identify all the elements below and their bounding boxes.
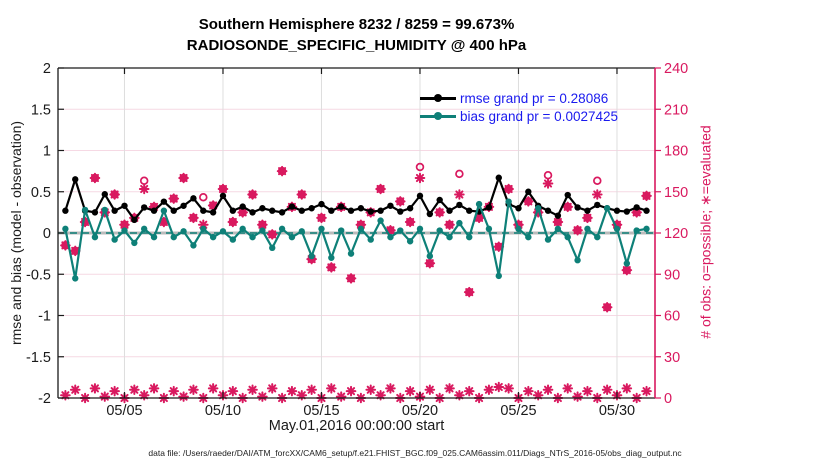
svg-text:-1.5: -1.5 xyxy=(26,350,51,366)
svg-text:120: 120 xyxy=(664,226,688,242)
svg-text:0: 0 xyxy=(664,391,672,407)
svg-text:1: 1 xyxy=(43,144,51,160)
title-block: Southern Hemisphere 8232 / 8259 = 99.673… xyxy=(58,14,655,56)
svg-text:-2: -2 xyxy=(38,391,51,407)
bias-line-marker-icon xyxy=(420,112,456,120)
svg-text:0: 0 xyxy=(43,226,51,242)
legend-row-bias: bias grand pr = 0.0027425 xyxy=(420,107,618,125)
svg-text:05/20: 05/20 xyxy=(402,403,438,419)
svg-text:150: 150 xyxy=(664,185,688,201)
title-line-2: RADIOSONDE_SPECIFIC_HUMIDITY @ 400 hPa xyxy=(186,37,527,54)
legend-row-rmse: rmse grand pr = 0.28086 xyxy=(420,89,618,107)
svg-text:90: 90 xyxy=(664,267,680,283)
svg-text:-0.5: -0.5 xyxy=(26,267,51,283)
svg-text:210: 210 xyxy=(664,102,688,118)
svg-text:0.5: 0.5 xyxy=(31,185,51,201)
legend-label-rmse: rmse grand pr = 0.28086 xyxy=(460,90,609,106)
data-file-path: data file: /Users/raeder/DAI/ATM_forcXX/… xyxy=(148,448,682,458)
svg-text:05/05: 05/05 xyxy=(106,403,142,419)
svg-text:1.5: 1.5 xyxy=(31,102,51,118)
svg-text:05/10: 05/10 xyxy=(205,403,241,419)
svg-text:60: 60 xyxy=(664,309,680,325)
svg-text:2: 2 xyxy=(43,61,51,77)
legend: rmse grand pr = 0.28086 bias grand pr = … xyxy=(420,89,618,125)
svg-text:05/30: 05/30 xyxy=(599,403,635,419)
right-y-axis-label: # of obs: o=possible; ∗=evaluated xyxy=(697,125,714,339)
svg-text:-1: -1 xyxy=(38,309,51,325)
x-axis-label: May.01,2016 00:00:00 start xyxy=(268,418,445,434)
svg-text:240: 240 xyxy=(664,61,688,77)
title-line-1: Southern Hemisphere 8232 / 8259 = 99.673… xyxy=(198,16,515,33)
svg-text:05/25: 05/25 xyxy=(500,403,536,419)
svg-text:30: 30 xyxy=(664,350,680,366)
rmse-line-marker-icon xyxy=(420,94,456,102)
axes-and-ticks xyxy=(57,67,661,399)
left-y-axis-label: rmse and bias (model - observation) xyxy=(8,120,24,346)
data-series xyxy=(62,174,650,282)
svg-text:180: 180 xyxy=(664,144,688,160)
svg-text:05/15: 05/15 xyxy=(303,403,339,419)
tick-labels: 05/05 05/10 05/15 05/20 05/25 05/30 2 1.5 1 0.5 0 -… xyxy=(26,61,688,419)
legend-label-bias: bias grand pr = 0.0027425 xyxy=(460,108,618,124)
obs-count-markers xyxy=(60,162,652,404)
